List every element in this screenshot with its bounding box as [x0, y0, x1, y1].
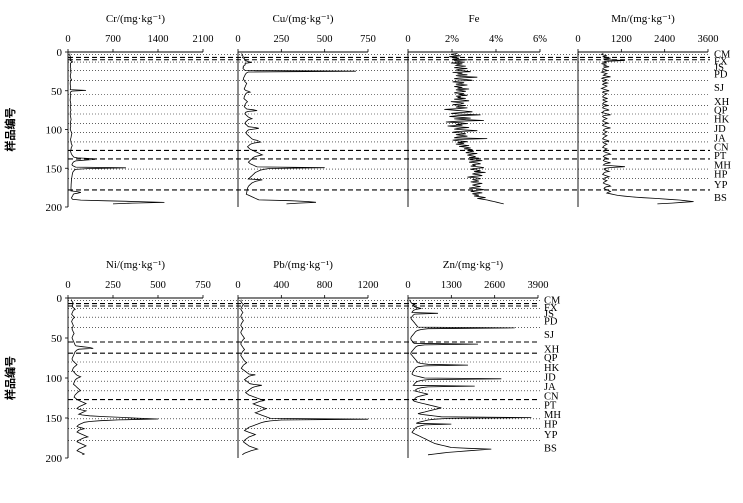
stratum-label-cn: CN	[544, 392, 559, 403]
x-tick-label: 3900	[528, 280, 549, 291]
series-line	[69, 53, 165, 205]
stratum-label-hp: HP	[714, 170, 728, 181]
stratum-label-pt: PT	[544, 400, 557, 411]
panel-cu: Cu/(mg·kg⁻¹) 0 250 500 750	[235, 13, 376, 207]
stratum-label-yp: YP	[544, 430, 558, 441]
series-line	[409, 299, 532, 456]
stratum-label-cm: CM	[714, 50, 731, 61]
stratum-label-hp: HP	[544, 420, 558, 431]
x-tick-label: 2400	[654, 34, 675, 45]
panel-pb: Pb/(mg·kg⁻¹) 0 400 800 1200	[235, 259, 379, 458]
stratum-label-xh: XH	[714, 97, 730, 108]
x-tick-label: 0	[65, 280, 70, 291]
series-line	[444, 53, 504, 205]
x-tick-label: 2100	[193, 34, 214, 45]
stratum-label-hk: HK	[714, 115, 730, 126]
x-tick-label: 1300	[441, 280, 462, 291]
y-tick-label: 150	[46, 163, 63, 175]
stratum-label-mh: MH	[714, 160, 731, 171]
panel-title: Zn/(mg·kg⁻¹)	[443, 259, 504, 271]
x-tick-label: 500	[150, 280, 166, 291]
stratum-label-fx: FX	[544, 303, 558, 314]
stratum-label-mh: MH	[544, 410, 561, 421]
stratum-label-sj: SJ	[544, 330, 554, 341]
stratum-label-jd: JD	[714, 124, 726, 135]
y-tick-label: 200	[46, 202, 63, 214]
stratum-label-ja: JA	[714, 133, 726, 144]
x-tick-label: 0	[405, 34, 410, 45]
x-tick-label: 250	[105, 280, 121, 291]
x-tick-label: 0	[235, 34, 240, 45]
y-tick-label: 0	[57, 293, 63, 305]
stratum-label-yp: YP	[714, 180, 728, 191]
y-tick-label: 200	[46, 453, 63, 465]
x-tick-label: 1200	[611, 34, 632, 45]
panel-title: Cu/(mg·kg⁻¹)	[272, 13, 333, 25]
x-tick-label: 500	[317, 34, 333, 45]
stratum-label-qp: QP	[714, 105, 728, 116]
x-tick-label: 250	[273, 34, 289, 45]
x-tick-label: 750	[195, 280, 211, 291]
panel-mn: Mn/(mg·kg⁻¹) 0 1200 2400 3600	[575, 13, 719, 207]
x-tick-label: 0	[405, 280, 410, 291]
chart-row-1: 样品编号 0 50 100 150 200 Cr/(mg·kg⁻¹) 0 700 1400 2100…	[3, 13, 731, 214]
y-axis-label: 样品编号	[3, 356, 17, 400]
y-axis-label: 样品编号	[3, 108, 17, 152]
stratum-label-cm: CM	[544, 296, 561, 307]
x-tick-label: 4%	[489, 34, 503, 45]
stratum-label-js: JS	[714, 63, 724, 74]
x-tick-label: 3600	[698, 34, 719, 45]
panel-cr: Cr/(mg·kg⁻¹) 0 700 1400 2100	[65, 13, 214, 207]
x-tick-label: 800	[317, 280, 333, 291]
x-tick-label: 2%	[445, 34, 459, 45]
stratum-label-bs: BS	[714, 193, 727, 204]
x-tick-label: 0	[65, 34, 70, 45]
panel-zn: Zn/(mg·kg⁻¹) 0 1300 2600 3900	[405, 259, 549, 458]
stratum-label-hk: HK	[544, 363, 560, 374]
y-tick-label: 150	[46, 413, 63, 425]
x-tick-label: 0	[235, 280, 240, 291]
y-tick-label: 100	[46, 125, 63, 137]
y-tick-label: 50	[51, 333, 63, 345]
panel-title: Ni/(mg·kg⁻¹)	[106, 259, 166, 271]
stratum-label-bs: BS	[544, 444, 557, 455]
x-tick-label: 6%	[533, 34, 547, 45]
stratum-label-fx: FX	[714, 57, 728, 68]
y-tick-label: 100	[46, 373, 63, 385]
x-tick-label: 700	[105, 34, 121, 45]
y-tick-label: 0	[57, 47, 63, 59]
x-tick-label: 750	[360, 34, 376, 45]
stratum-label-pt: PT	[714, 151, 727, 162]
panel-ni: Ni/(mg·kg⁻¹) 0 250 500 750	[65, 259, 211, 458]
x-tick-label: 1200	[358, 280, 379, 291]
chart-row-2: 样品编号 0 50 100 150 200 Ni/(mg·kg⁻¹) 0 250 500 750 Pb…	[3, 259, 561, 465]
stratum-label-ja: JA	[544, 382, 556, 393]
stratum-label-xh: XH	[544, 344, 560, 355]
stratum-label-sj: SJ	[714, 83, 724, 94]
panel-title: Fe	[469, 13, 480, 25]
series-line	[600, 53, 694, 205]
x-tick-label: 1400	[148, 34, 169, 45]
stratum-label-jd: JD	[544, 372, 556, 383]
x-tick-label: 2600	[484, 280, 505, 291]
stratum-label-qp: QP	[544, 353, 558, 364]
stratum-label-cn: CN	[714, 143, 729, 154]
panel-title: Pb/(mg·kg⁻¹)	[273, 259, 333, 271]
series-line	[240, 299, 369, 456]
stratum-label-pd: PD	[544, 316, 558, 327]
y-tick-label: 50	[51, 86, 63, 98]
series-line	[241, 53, 356, 205]
x-tick-label: 400	[273, 280, 289, 291]
stratum-label-js: JS	[544, 309, 554, 320]
series-line	[70, 299, 159, 456]
panel-title: Mn/(mg·kg⁻¹)	[611, 13, 675, 25]
stratum-label-pd: PD	[714, 70, 728, 81]
panel-fe: Fe 0 2% 4% 6%	[405, 13, 547, 207]
panel-title: Cr/(mg·kg⁻¹)	[106, 13, 166, 25]
x-tick-label: 0	[575, 34, 580, 45]
